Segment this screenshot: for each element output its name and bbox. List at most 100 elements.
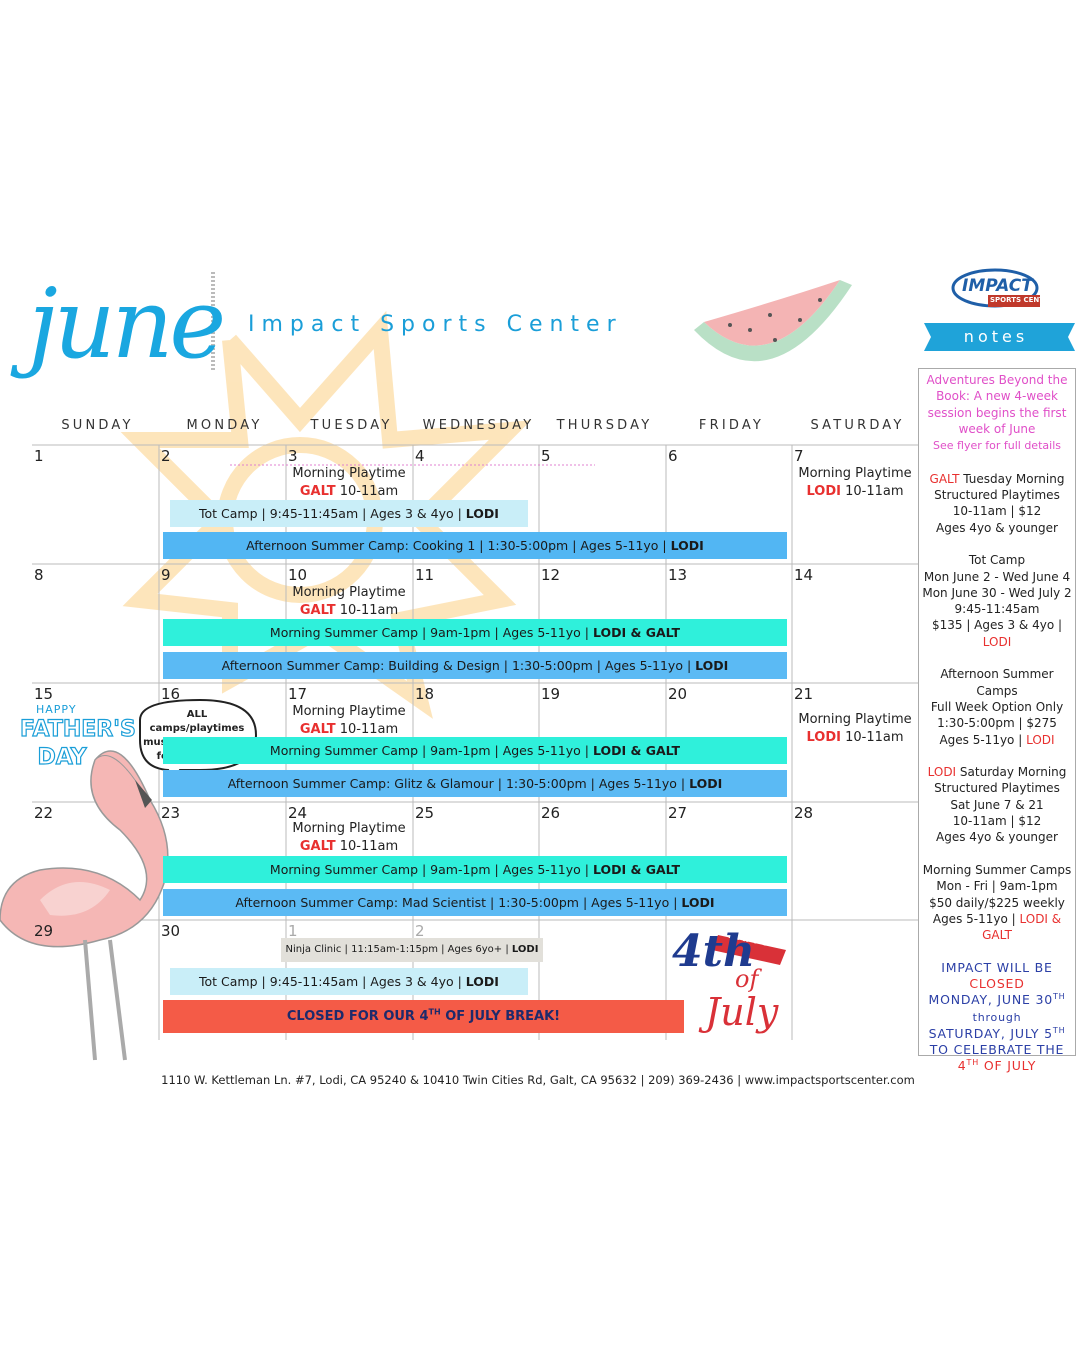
note-line: Mon June 2 - Wed June 4	[919, 569, 1075, 585]
day-number: 15	[34, 685, 54, 703]
note-text: through	[972, 1010, 1022, 1024]
month: june	[28, 268, 226, 380]
note-text: GALT	[929, 471, 960, 486]
note-text: MONDAY, JUNE 30	[928, 992, 1053, 1008]
note-text: TO CELEBRATE THE	[929, 1042, 1065, 1058]
day-number: 16	[161, 685, 181, 703]
day-number: 28	[794, 804, 814, 822]
event-text: Afternoon Summer Camp: Glitz & Glamour |…	[227, 776, 690, 791]
event-text: Morning Summer Camp | 9am-1pm | Ages 5-1…	[269, 862, 593, 877]
note-line: Ages 5-11yo | LODI & GALT	[919, 911, 1075, 944]
note-line: Adventures Beyond the	[919, 372, 1075, 388]
day-number: 14	[794, 566, 814, 584]
note-text: OF JULY	[979, 1058, 1037, 1074]
day-number: 9	[161, 566, 171, 584]
playtime-title: Morning Playtime	[292, 466, 406, 481]
event-text: Morning Summer Camp | 9am-1pm | Ages 5-1…	[269, 625, 593, 640]
day-number: 11	[415, 566, 435, 584]
day-number: 2	[161, 447, 171, 465]
note-text: See flyer for full details	[933, 439, 1061, 453]
note: GALT Tuesday Morning Structured Playtimes…	[919, 471, 1075, 536]
day-number: 25	[415, 804, 435, 822]
event-bar: Morning Summer Camp | 9am-1pm | Ages 5-1…	[163, 619, 787, 646]
note-text: Mon June 2 - Wed June 4	[923, 569, 1071, 584]
day-number: 6	[668, 447, 678, 465]
event-bar: Afternoon Summer Camp: Mad Scientist | 1…	[163, 889, 787, 916]
note-line: 9:45-11:45am	[919, 601, 1075, 617]
note-text: Morning Summer Camps	[922, 862, 1072, 877]
note-text: Structured Playtimes	[934, 488, 1060, 503]
note-line: $135 | Ages 3 & 4yo | LODI	[919, 617, 1075, 650]
note-text: LODI & GALT	[982, 911, 1062, 943]
day-number: 24	[288, 804, 308, 822]
day-number: 4	[415, 447, 425, 465]
playtime-time: 10-11am	[845, 730, 904, 745]
note-line: LODI Saturday Morning	[919, 764, 1075, 780]
note-line: Ages 4yo & younger	[919, 520, 1075, 536]
note-line: Morning Summer Camps	[919, 862, 1075, 878]
note-text: Ages 4yo & younger	[936, 520, 1058, 535]
note-text: $50 daily/$225 weekly	[929, 895, 1065, 910]
event-location: LODI	[689, 776, 723, 791]
logo: IMPACT	[962, 276, 1033, 296]
day-number: 13	[668, 566, 688, 584]
logo-sub: SPORTS CENTER	[990, 296, 1055, 304]
playtime-time-line: GALT 10-11am	[286, 838, 412, 856]
note-text: Afternoon Summer Camps	[940, 667, 1054, 698]
event-text: Afternoon Summer Camp: Building & Design…	[221, 658, 696, 673]
note-text: Sat June 7 & 21	[950, 797, 1044, 812]
july-banner	[712, 935, 786, 965]
note-text: 10-11am | $12	[952, 504, 1042, 519]
notes-label: notes	[963, 327, 1029, 346]
weekday: THURSDAY	[556, 418, 653, 433]
event-location: LODI	[695, 658, 729, 673]
day-number: 7	[794, 447, 804, 465]
note-line: SATURDAY, JULY 5TH	[919, 1026, 1075, 1042]
note-text: $135 | Ages 3 & 4yo |	[931, 618, 1063, 633]
playtime-location: LODI	[806, 484, 841, 499]
note-line: Ages 5-11yo | LODI	[919, 732, 1075, 748]
playtime-time: 10-11am	[339, 722, 399, 737]
playtime-title: Morning Playtime	[798, 466, 912, 481]
day-number: 1	[288, 922, 298, 940]
event-location: LODI	[465, 974, 499, 989]
closed-post: OF JULY BREAK!	[440, 1009, 561, 1024]
playtime-time-line: GALT 10-11am	[286, 602, 412, 620]
note-text: 4	[957, 1058, 967, 1074]
notes-banner	[924, 323, 1075, 351]
closed-bar: CLOSED FOR OUR 4TH OF JULY BREAK!	[163, 1000, 684, 1033]
playtime: Morning Playtime GALT 10-11am	[286, 820, 412, 856]
event-bar: Morning Summer Camp | 9am-1pm | Ages 5-1…	[163, 856, 787, 883]
playtime-location: GALT	[299, 722, 336, 737]
note-text: LODI	[927, 765, 957, 780]
flamingo	[0, 750, 169, 1061]
note-line: MONDAY, JUNE 30TH	[919, 992, 1075, 1008]
note: LODI Saturday Morning Structured Playtime…	[919, 764, 1075, 845]
event-location: LODI & GALT	[592, 862, 681, 877]
note-text: Ages 5-11yo |	[939, 732, 1027, 747]
note-line: See flyer for full details	[919, 437, 1075, 454]
weekday: MONDAY	[186, 418, 263, 433]
note: Tot Camp Mon June 2 - Wed June 4 Mon June …	[919, 552, 1075, 650]
note-line: CLOSED	[919, 976, 1075, 992]
note-text: Mon June 30 - Wed July 2	[922, 585, 1072, 600]
note-line: Tot Camp	[919, 552, 1075, 568]
weekday: WEDNESDAY	[422, 418, 535, 433]
playtime-time-line: LODI 10-11am	[792, 483, 918, 501]
event-bar: Tot Camp | 9:45-11:45am | Ages 3 & 4yo |…	[170, 968, 528, 995]
event-text: Tot Camp | 9:45-11:45am | Ages 3 & 4yo |	[199, 506, 466, 521]
note-text: Tuesday Morning	[959, 471, 1065, 486]
note-text: Full Week Option Only	[930, 699, 1064, 714]
day-number: 27	[668, 804, 688, 822]
event-text: Afternoon Summer Camp: Mad Scientist | 1…	[235, 895, 682, 910]
note-line: GALT Tuesday Morning	[919, 471, 1075, 487]
note-text: TH	[1053, 992, 1066, 1002]
note-text: week of June	[958, 421, 1036, 436]
event-text: Morning Summer Camp | 9am-1pm | Ages 5-1…	[269, 743, 593, 758]
note-text: TH	[966, 1058, 980, 1068]
day-number: 30	[161, 922, 181, 940]
note-line: 4TH OF JULY	[919, 1058, 1075, 1074]
note-text: 9:45-11:45am	[954, 602, 1040, 617]
